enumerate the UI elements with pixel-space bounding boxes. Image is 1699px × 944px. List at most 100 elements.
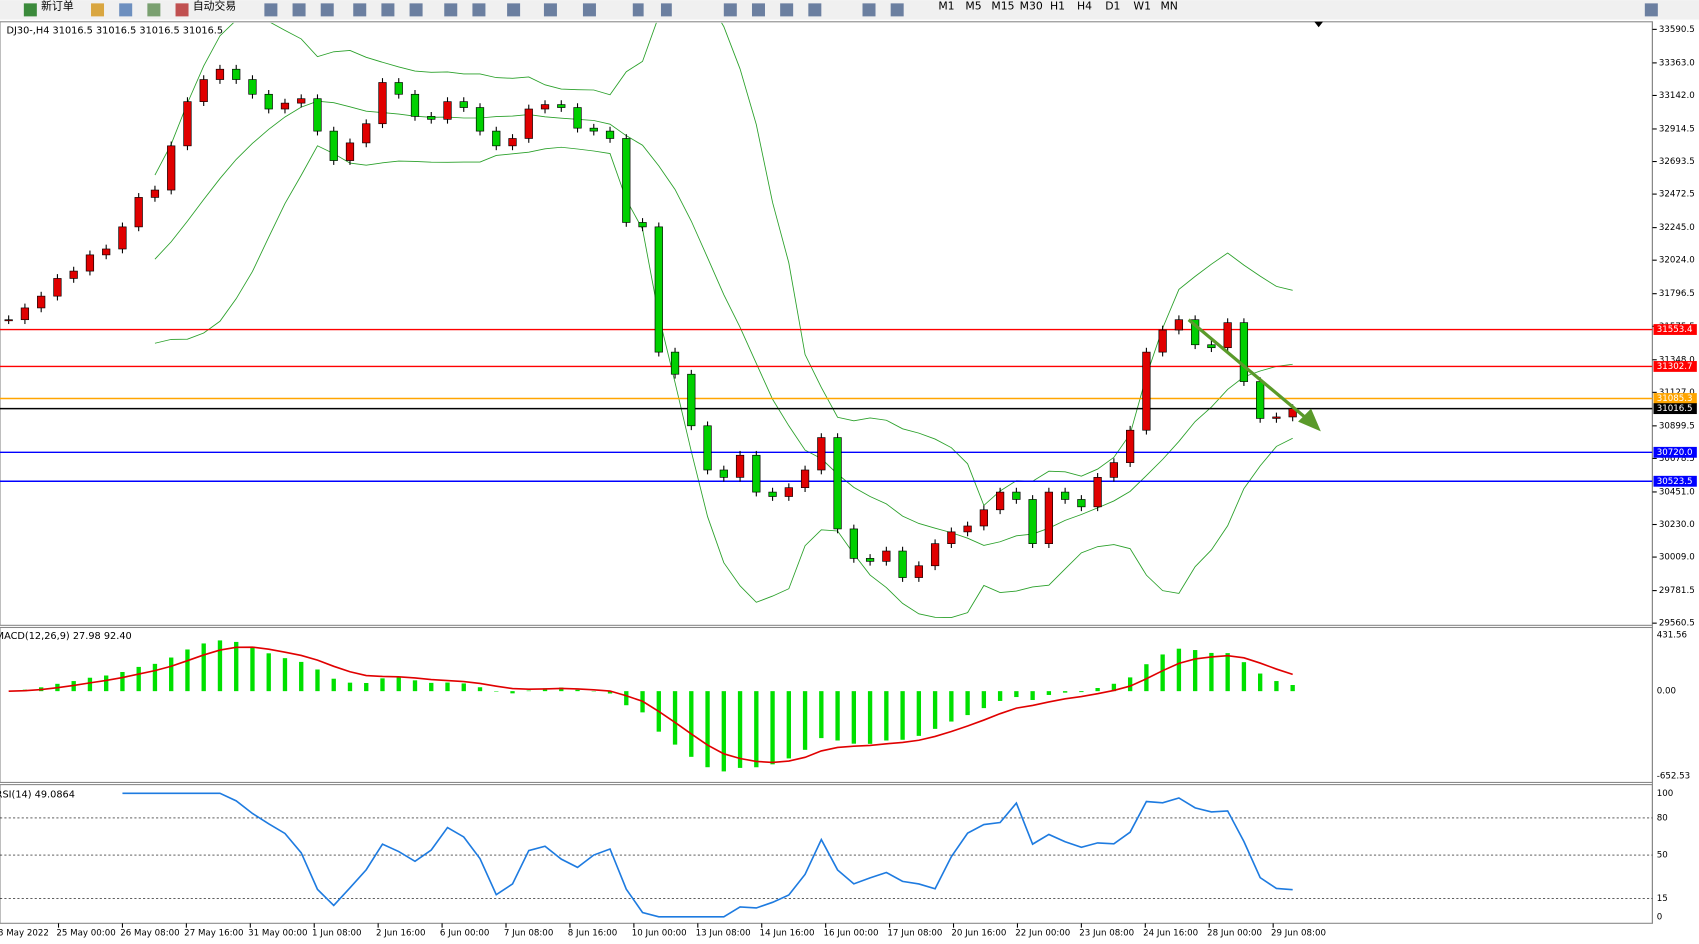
icon[interactable] (444, 3, 458, 17)
level-label-bg (1653, 403, 1697, 415)
candle (605, 130, 615, 139)
icon[interactable] (91, 3, 105, 17)
candle (362, 123, 371, 144)
candle (1158, 329, 1167, 353)
level-label: 30523.5 (1657, 477, 1693, 487)
timeframe-button[interactable]: W1 (1133, 0, 1151, 13)
level-label-bg (1653, 361, 1697, 372)
icon[interactable] (292, 3, 306, 17)
price-label: 31796.5 (1659, 289, 1695, 299)
candle (557, 104, 566, 108)
timeframe-button[interactable]: M1 (938, 0, 954, 13)
icon[interactable] (660, 3, 672, 17)
icon[interactable] (723, 3, 737, 17)
icon[interactable] (780, 3, 794, 17)
icon[interactable] (543, 3, 557, 17)
level-label-bg (1653, 393, 1697, 404)
trend-arrow (1187, 318, 1321, 432)
price-label: 32693.5 (1659, 157, 1695, 167)
price-label: 32245.0 (1659, 223, 1695, 233)
icon[interactable] (147, 3, 161, 17)
icon[interactable] (862, 3, 876, 17)
candle (670, 351, 680, 375)
candle (1174, 319, 1184, 331)
icon[interactable] (409, 3, 423, 17)
macd-bar (331, 678, 336, 692)
icon[interactable] (507, 3, 521, 17)
candle (1077, 499, 1086, 508)
macd-bar (607, 691, 613, 694)
price-label: 30451.0 (1659, 487, 1695, 497)
timeframe-button[interactable]: H1 (1050, 0, 1065, 13)
timeframe-button[interactable]: M30 (1020, 0, 1043, 13)
macd-bar (916, 691, 922, 736)
candle (1109, 462, 1119, 478)
icon[interactable] (320, 3, 334, 17)
candle (865, 558, 875, 562)
timeframe-button[interactable]: H4 (1077, 0, 1092, 13)
icon[interactable] (472, 3, 486, 17)
macd-bar (1111, 683, 1117, 692)
macd-bar (445, 682, 450, 692)
candle (37, 295, 46, 309)
search-icon[interactable] (1644, 3, 1658, 17)
candle (4, 319, 13, 322)
candle (1142, 351, 1151, 431)
new-order-icon[interactable] (23, 3, 37, 17)
auto-trading-button[interactable]: 自动交易 (193, 0, 236, 13)
bollinger-band (154, 145, 1293, 618)
macd-bar (672, 691, 678, 745)
date-label: 24 Jun 16:00 (1143, 929, 1198, 939)
macd-bar (705, 691, 710, 768)
macd-bar (234, 641, 239, 692)
candle (85, 254, 95, 272)
macd-bar (1257, 673, 1263, 692)
macd-bar (1144, 664, 1149, 692)
icon[interactable] (381, 3, 395, 17)
macd-bar (477, 687, 483, 692)
date-label: 17 Jun 08:00 (887, 929, 942, 939)
candle (53, 278, 62, 297)
candle (654, 226, 663, 353)
timeframe-button[interactable]: MN (1160, 0, 1177, 13)
macd-bar (347, 682, 353, 692)
rsi-panel (0, 784, 1653, 924)
chart-header: DJ30-,H4 31016.5 31016.5 31016.5 31016.5 (7, 25, 224, 36)
macd-bar (867, 691, 873, 744)
candle (914, 565, 923, 578)
macd-bar (396, 677, 401, 692)
date-label: 18 May 2022 (0, 929, 49, 939)
icon[interactable] (890, 3, 904, 17)
level-label: 31553.4 (1657, 325, 1693, 335)
macd-panel (0, 626, 1653, 783)
auto-trading-icon[interactable] (175, 3, 189, 17)
icon[interactable] (353, 3, 367, 17)
macd-bar (1062, 691, 1068, 693)
candle (215, 68, 225, 80)
level-label-bg (1653, 475, 1697, 487)
macd-bar (624, 691, 629, 706)
macd-bar (851, 691, 857, 744)
timeframe-button[interactable]: M15 (991, 0, 1014, 13)
macd-bar (250, 646, 255, 692)
macd-bar (819, 691, 824, 739)
icon[interactable] (808, 3, 822, 17)
icon[interactable] (582, 3, 596, 17)
timeframe-button[interactable]: M5 (965, 0, 981, 13)
timeframe-button[interactable]: D1 (1105, 0, 1120, 13)
candle (492, 130, 501, 147)
candle (264, 93, 273, 110)
icon[interactable] (751, 3, 765, 17)
macd-bar (380, 678, 385, 692)
icon[interactable] (119, 3, 133, 17)
new-order-button[interactable]: 新订单 (41, 0, 74, 13)
candle (394, 82, 403, 95)
icon[interactable] (264, 3, 278, 17)
arrow-head (1298, 408, 1321, 432)
date-label: 20 Jun 16:00 (951, 929, 1006, 939)
macd-bar (87, 677, 93, 692)
toolbar: 新订单 自动交易 M1 M5 M15 M30 H1 H (0, 0, 1699, 20)
icon[interactable] (632, 3, 644, 17)
macd-bar (412, 680, 418, 692)
rsi-line (122, 792, 1293, 918)
